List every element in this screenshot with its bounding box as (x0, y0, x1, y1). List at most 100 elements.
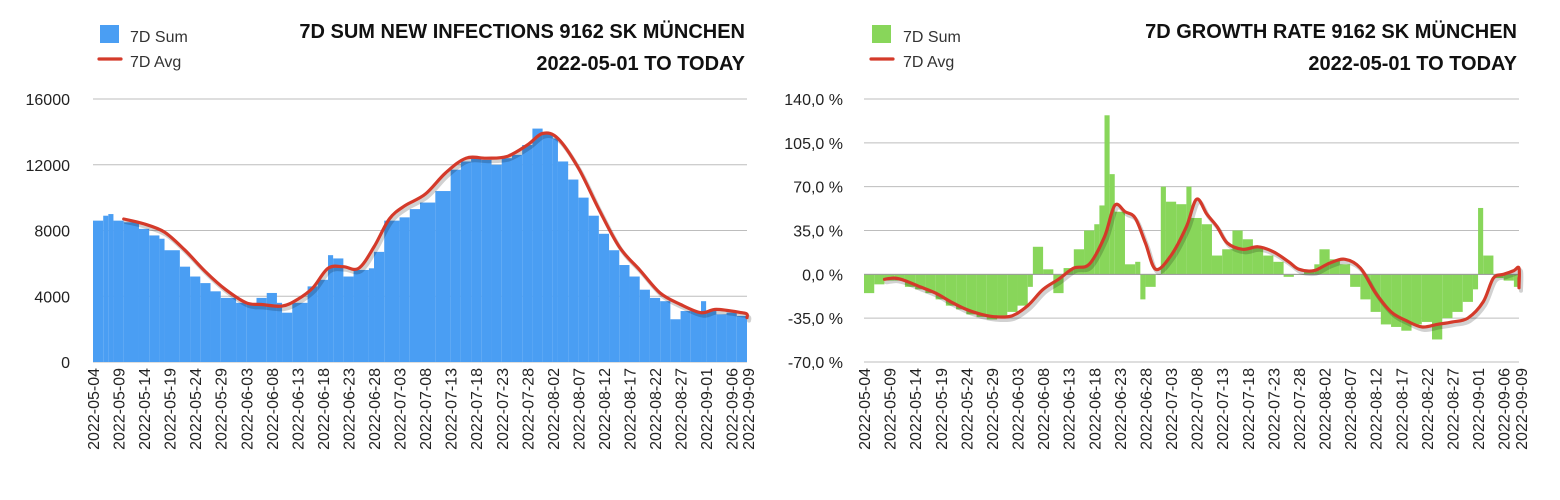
chart-title: 2022-05-01 TO TODAY (536, 53, 745, 75)
bar (420, 202, 436, 362)
x-tick-label: 2022-08-27 (1446, 368, 1463, 450)
x-tick-label: 2022-08-12 (597, 368, 614, 450)
bar (236, 302, 247, 362)
bar (1350, 274, 1361, 287)
bar (1073, 249, 1085, 275)
x-tick-label: 2022-05-04 (86, 368, 103, 450)
legend-swatch-bar (872, 25, 891, 43)
bar (1032, 246, 1044, 275)
bar (1263, 255, 1274, 275)
bar (1391, 274, 1402, 327)
bar (1186, 186, 1192, 275)
bar (588, 215, 599, 362)
bar (552, 138, 558, 362)
bar (925, 274, 936, 294)
x-tick-label: 2022-06-28 (367, 368, 384, 450)
bar (670, 319, 681, 362)
y-tick-label: 70,0 % (793, 180, 843, 197)
x-tick-label: 2022-05-14 (137, 368, 154, 450)
x-tick-label: 2022-05-24 (959, 368, 976, 450)
y-tick-label: 12000 (26, 158, 71, 175)
y-tick-label: 105,0 % (784, 136, 843, 153)
bar (874, 274, 885, 285)
y-tick-label: -35,0 % (788, 311, 843, 328)
bar (1380, 274, 1392, 325)
bar (317, 279, 329, 362)
bar (491, 164, 502, 362)
bar (276, 302, 283, 362)
x-tick-label: 2022-06-28 (1138, 368, 1155, 450)
x-tick-label: 2022-07-13 (444, 368, 461, 450)
bar (680, 311, 691, 362)
bar (1114, 211, 1125, 275)
bar (904, 274, 916, 287)
bar (328, 255, 334, 362)
bar (1211, 255, 1223, 275)
bar (292, 302, 308, 362)
x-tick-label: 2022-09-06 (725, 368, 742, 450)
bar (1043, 269, 1054, 275)
x-tick-label: 2022-07-08 (418, 368, 435, 450)
bar (1360, 274, 1371, 300)
x-tick-label: 2022-06-08 (265, 368, 282, 450)
bar (1273, 261, 1284, 275)
y-tick-label: 140,0 % (784, 92, 843, 109)
x-tick-label: 2022-09-06 (1497, 368, 1514, 450)
avg-line (122, 131, 749, 320)
x-tick-label: 2022-06-08 (1036, 368, 1053, 450)
y-tick-label: 8000 (34, 224, 70, 241)
avg-line (882, 197, 1521, 329)
x-tick-label: 2022-06-13 (290, 368, 307, 450)
bar (307, 286, 318, 362)
bar (200, 283, 211, 362)
x-tick-label: 2022-05-14 (908, 368, 925, 450)
x-tick-label: 2022-06-18 (1087, 368, 1104, 450)
y-tick-label: 4000 (34, 289, 70, 306)
bar (1483, 255, 1494, 275)
bar (966, 274, 977, 315)
bar (690, 311, 702, 362)
legend-label: 7D Sum (903, 29, 961, 46)
bar (1339, 264, 1351, 275)
chart-title: 7D GROWTH RATE 9162 SK MÜNCHEN (1145, 20, 1517, 43)
bar (1242, 239, 1253, 275)
bar (149, 235, 160, 362)
x-tick-label: 2022-05-19 (934, 368, 951, 450)
bar (1191, 217, 1202, 275)
bar (1329, 259, 1340, 275)
bar (522, 145, 533, 362)
bar (736, 315, 747, 362)
bar (1053, 274, 1064, 294)
x-tick-label: 2022-08-02 (1318, 368, 1335, 450)
bar (726, 312, 737, 362)
x-tick-label: 2022-05-09 (883, 368, 900, 450)
bar (435, 191, 451, 362)
x-tick-label: 2022-07-08 (1190, 368, 1207, 450)
x-tick-label: 2022-09-09 (741, 368, 758, 450)
bar (374, 251, 385, 362)
bar (649, 297, 661, 362)
bar (915, 274, 926, 290)
bar (1432, 274, 1443, 340)
bar (976, 274, 987, 317)
bar (532, 128, 543, 362)
x-tick-label: 2022-08-22 (1420, 368, 1437, 450)
bar (1140, 274, 1146, 300)
y-tick-label: 0 (61, 355, 70, 372)
bar (123, 222, 139, 362)
bar (619, 265, 630, 362)
bar (1401, 274, 1412, 331)
x-tick-label: 2022-09-01 (1471, 368, 1488, 450)
bar (956, 274, 967, 310)
bar (409, 209, 420, 362)
bar (113, 220, 124, 362)
bar (1472, 274, 1479, 290)
bar (864, 274, 875, 294)
y-tick-label: 0,0 % (802, 267, 843, 284)
bar (220, 297, 237, 362)
bar (1319, 249, 1330, 275)
x-tick-label: 2022-06-03 (239, 368, 256, 450)
x-tick-label: 2022-08-07 (571, 368, 588, 450)
bar (179, 266, 191, 362)
